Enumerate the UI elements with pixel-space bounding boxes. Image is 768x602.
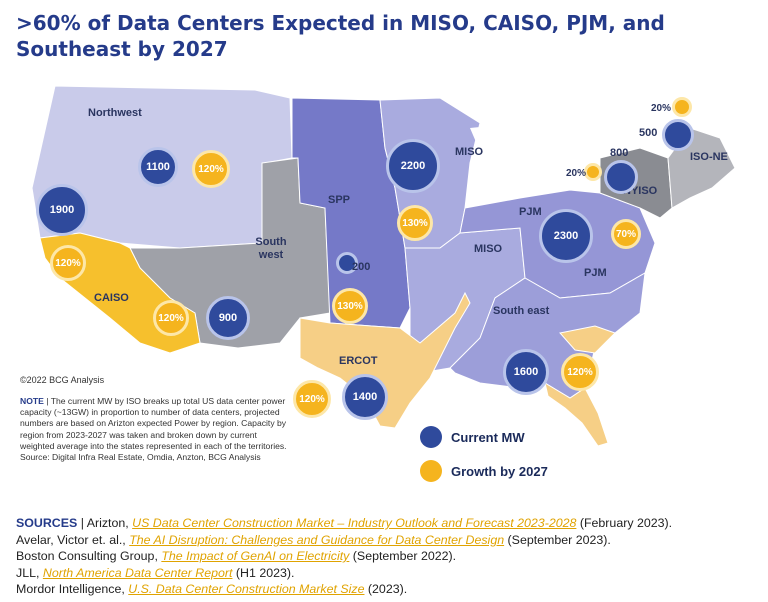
growth-label-isone: 20% (651, 103, 672, 114)
source-link[interactable]: U.S. Data Center Construction Market Siz… (128, 582, 365, 596)
growth-bubble-caiso-south: 120% (153, 300, 189, 336)
source-date: (February 2023). (576, 516, 673, 530)
growth-bubble-nyiso (584, 163, 602, 181)
note-label: NOTE (20, 396, 44, 406)
current-mw-label-spp: 200 (352, 261, 371, 273)
region-label-southeast: South east (493, 305, 550, 317)
source-date: (September 2022). (349, 549, 457, 563)
source-line: Avelar, Victor et. al., The AI Disruptio… (16, 532, 761, 549)
source-line: Boston Consulting Group, The Impact of G… (16, 548, 761, 565)
region-label-ercot: ERCOT (339, 355, 378, 367)
current-mw-bubble-nyiso (604, 160, 638, 194)
current-mw-bubble-caiso: 1900 (36, 184, 88, 236)
legend-dot-current-mw (420, 426, 442, 448)
region-label-southwest: South west (255, 236, 287, 261)
legend: Current MW Growth by 2027 (420, 420, 548, 488)
note-block: NOTE | The current MW by ISO breaks up t… (20, 396, 287, 463)
region-carolina-highlight (559, 325, 616, 354)
region-label-northwest: Northwest (88, 107, 142, 119)
region-label-miso-north: MISO (455, 146, 484, 158)
current-mw-bubble-spp (336, 252, 358, 274)
legend-dot-growth (420, 460, 442, 482)
current-mw-bubble-northwest: 1100 (138, 147, 178, 187)
growth-bubble-caiso-north: 120% (50, 245, 86, 281)
region-label-pjm-south: PJM (584, 267, 607, 279)
note-text: The current MW by ISO breaks up total US… (20, 396, 287, 463)
current-mw-bubble-southwest: 900 (206, 296, 250, 340)
growth-bubble-pjm: 70% (611, 219, 641, 249)
source-author: Boston Consulting Group, (16, 549, 162, 563)
legend-item-growth: Growth by 2027 (420, 454, 548, 488)
page-title: >60% of Data Centers Expected in MISO, C… (16, 11, 665, 61)
source-date: (September 2023). (504, 532, 611, 547)
current-mw-bubble-pjm: 2300 (539, 209, 593, 263)
region-ercot (299, 291, 471, 429)
current-mw-bubble-isone (662, 119, 694, 151)
region-label-isone: ISO-NE (690, 151, 728, 163)
source-date: (2023). (364, 582, 408, 596)
source-link[interactable]: The AI Disruption: Challenges and Guidan… (129, 532, 505, 547)
source-author: Arizton, (86, 516, 133, 530)
legend-label-current-mw: Current MW (451, 429, 525, 445)
growth-bubble-miso: 130% (397, 205, 433, 241)
source-link[interactable]: North America Data Center Report (42, 565, 233, 580)
region-florida (544, 381, 609, 447)
current-mw-label-isone: 500 (639, 127, 658, 139)
source-author: JLL, (16, 565, 43, 580)
current-mw-bubble-miso: 2200 (386, 139, 440, 193)
source-link[interactable]: US Data Center Construction Market – Ind… (132, 516, 577, 530)
growth-label-nyiso: 20% (566, 168, 587, 179)
source-author: Mordor Intelligence, (16, 582, 129, 596)
source-line: Mordor Intelligence, U.S. Data Center Co… (16, 581, 761, 598)
sources-block: SOURCES | Arizton, US Data Center Constr… (16, 515, 761, 598)
legend-label-growth: Growth by 2027 (451, 463, 548, 479)
source-line: JLL, North America Data Center Report (H… (16, 565, 761, 582)
growth-bubble-spp: 130% (332, 288, 368, 324)
region-label-spp: SPP (328, 194, 351, 206)
source-line: SOURCES | Arizton, US Data Center Constr… (16, 516, 673, 530)
source-date: (H1 2023). (232, 565, 295, 580)
current-mw-label-nyiso: 800 (610, 147, 629, 159)
current-mw-bubble-ercot: 1400 (342, 374, 388, 420)
legend-item-current-mw: Current MW (420, 420, 548, 454)
copyright-text: ©2022 BCG Analysis (20, 375, 105, 385)
region-label-pjm-north: PJM (519, 206, 542, 218)
growth-bubble-northwest: 120% (192, 150, 230, 188)
us-iso-map: Northwest South west CAISO SPP MISO MISO… (0, 68, 768, 508)
current-mw-bubble-southeast: 1600 (503, 349, 549, 395)
great-lakes (470, 123, 610, 203)
sources-label: SOURCES (16, 516, 78, 530)
growth-bubble-southeast: 120% (561, 353, 599, 391)
source-author: Avelar, Victor et. al., (16, 532, 130, 547)
region-label-caiso: CAISO (94, 292, 129, 304)
growth-bubble-isone (672, 97, 692, 117)
growth-bubble-ercot: 120% (293, 380, 331, 418)
source-link[interactable]: The Impact of GenAI on Electricity (161, 549, 350, 563)
region-label-miso-central: MISO (474, 243, 503, 255)
